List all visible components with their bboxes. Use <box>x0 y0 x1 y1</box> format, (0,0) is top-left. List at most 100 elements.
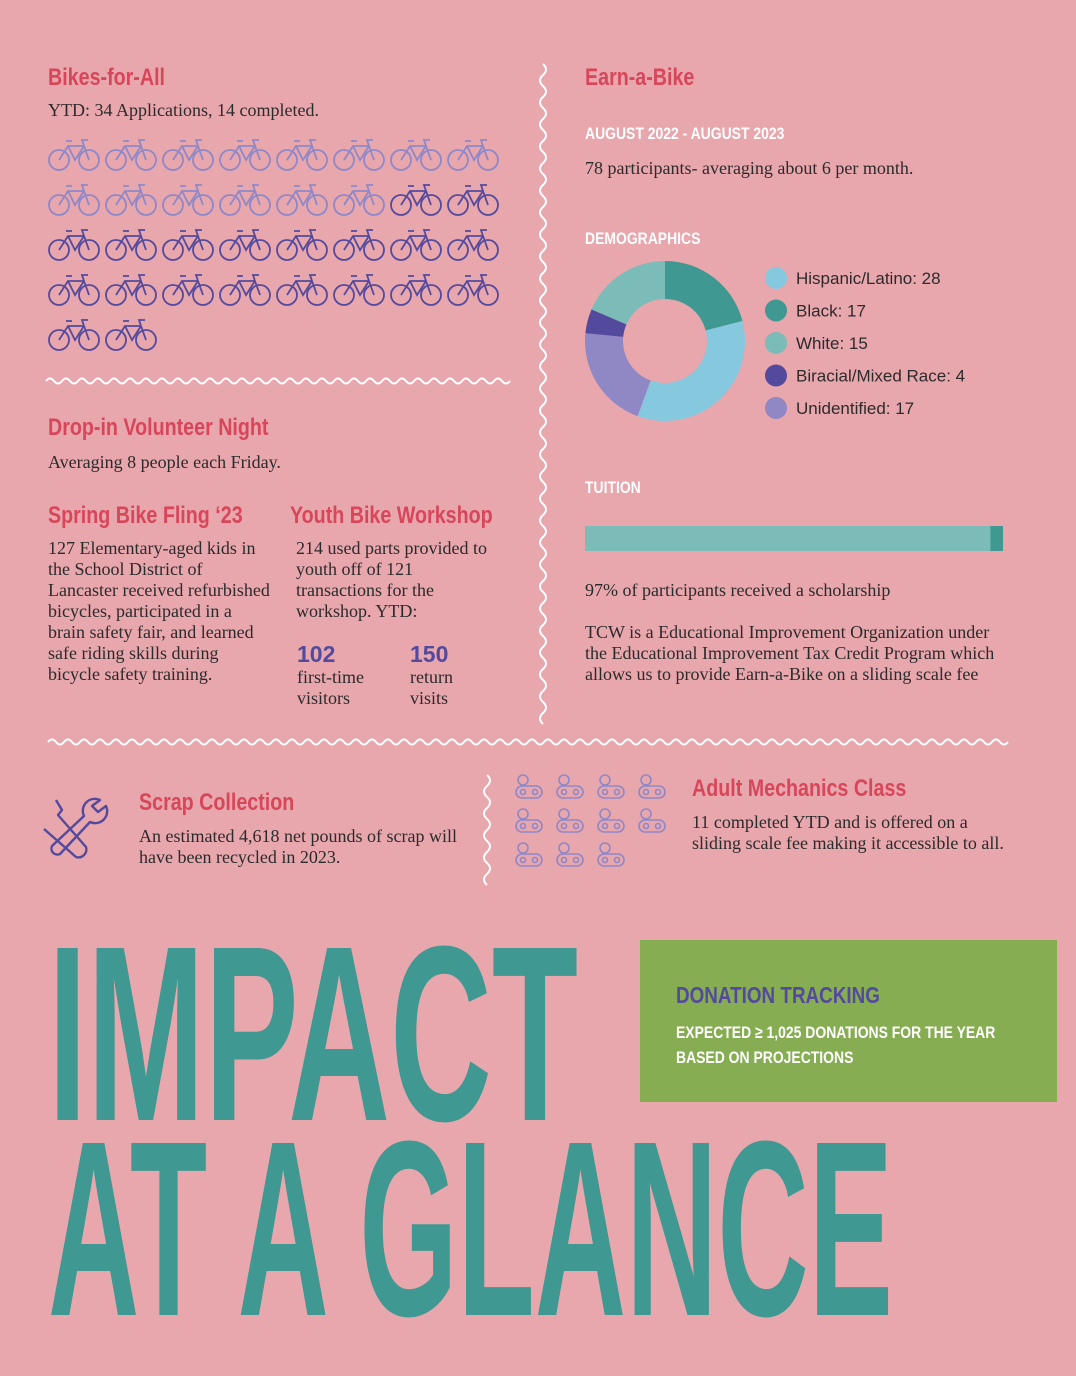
wheel <box>105 194 127 216</box>
pin <box>613 822 621 830</box>
tuition-bar-rest <box>990 526 1003 551</box>
wheel <box>219 284 241 306</box>
frame <box>58 319 90 342</box>
pin <box>654 788 662 796</box>
donut-slice <box>665 261 743 331</box>
legend-swatch <box>765 299 787 322</box>
wheel <box>78 284 100 306</box>
wheel <box>162 239 184 261</box>
bike-icon <box>390 139 442 171</box>
wheel <box>192 239 214 261</box>
wheel <box>390 194 412 216</box>
wheel <box>48 284 70 306</box>
pin <box>601 856 609 864</box>
wheel <box>249 149 271 171</box>
legend-label: Hispanic/Latino: 28 <box>796 269 941 288</box>
divider <box>483 774 491 886</box>
stat-value: 150 <box>410 641 449 667</box>
frame <box>286 139 318 162</box>
wheel <box>447 284 469 306</box>
pin <box>531 856 539 864</box>
link <box>558 808 570 820</box>
bike-icon <box>105 274 157 306</box>
legend-swatch <box>765 364 787 387</box>
wheel <box>447 149 469 171</box>
link <box>556 853 584 867</box>
frame <box>172 229 204 252</box>
text: 78 participants- averaging about 6 per m… <box>585 158 914 178</box>
wheel <box>363 149 385 171</box>
pin <box>519 822 527 830</box>
link <box>638 785 666 799</box>
heading: Youth Bike Workshop <box>290 502 493 529</box>
bike-icon <box>390 274 442 306</box>
frame <box>172 274 204 297</box>
frame <box>400 139 432 162</box>
chain-icon <box>597 808 625 833</box>
legend-swatch <box>765 397 787 419</box>
bike-icon <box>219 274 271 306</box>
bike-icon <box>219 139 271 171</box>
link <box>597 785 625 799</box>
link <box>599 808 611 820</box>
frame <box>115 139 147 162</box>
wheel <box>48 194 70 216</box>
frame <box>400 184 432 207</box>
bike-icon <box>162 184 214 216</box>
frame <box>343 274 375 297</box>
wheel <box>447 239 469 261</box>
pin <box>519 788 527 796</box>
wheel <box>135 149 157 171</box>
wheel <box>135 194 157 216</box>
chain-icon <box>556 808 584 833</box>
wheel <box>333 239 355 261</box>
frame <box>400 229 432 252</box>
link <box>640 774 652 786</box>
link <box>558 842 570 854</box>
bike-icon <box>447 229 499 261</box>
bike-icon <box>333 229 385 261</box>
wheel <box>162 284 184 306</box>
bike-icon <box>105 184 157 216</box>
stat-label: return visits <box>410 667 453 708</box>
frame <box>115 319 147 342</box>
headline-line: AT A GLANCE <box>48 1089 893 1340</box>
bike-icon <box>219 184 271 216</box>
pin <box>560 856 568 864</box>
wheel <box>78 329 100 351</box>
tuition-bar <box>585 526 991 551</box>
wheel <box>477 149 499 171</box>
frame <box>343 139 375 162</box>
subheading: DEMOGRAPHICS <box>585 229 701 248</box>
stat-label: first-time visitors <box>297 667 364 708</box>
wheel <box>105 329 127 351</box>
legend-label: White: 15 <box>796 334 868 353</box>
stat-value: 102 <box>297 641 336 667</box>
frame <box>229 229 261 252</box>
donation-box: DONATION TRACKING EXPECTED ≥ 1,025 DONAT… <box>640 940 1057 1102</box>
frame <box>286 229 318 252</box>
chain-icon <box>556 774 584 799</box>
pin <box>560 788 568 796</box>
bike-icon <box>48 274 100 306</box>
frame <box>58 139 90 162</box>
text: YTD: 34 Applications, 14 completed. <box>48 100 319 120</box>
wheel <box>192 284 214 306</box>
bike-icon <box>276 274 328 306</box>
wheel <box>363 239 385 261</box>
wheel <box>219 239 241 261</box>
wheel <box>276 194 298 216</box>
pin <box>560 822 568 830</box>
bike-icon <box>276 139 328 171</box>
link <box>597 853 625 867</box>
link <box>556 819 584 833</box>
pin <box>613 856 621 864</box>
wheel <box>48 329 70 351</box>
frame <box>58 274 90 297</box>
legend-label: Biracial/Mixed Race: 4 <box>796 367 965 386</box>
bike-icon <box>333 184 385 216</box>
bike-icon <box>162 274 214 306</box>
bike-icon <box>48 229 100 261</box>
wheel <box>276 149 298 171</box>
